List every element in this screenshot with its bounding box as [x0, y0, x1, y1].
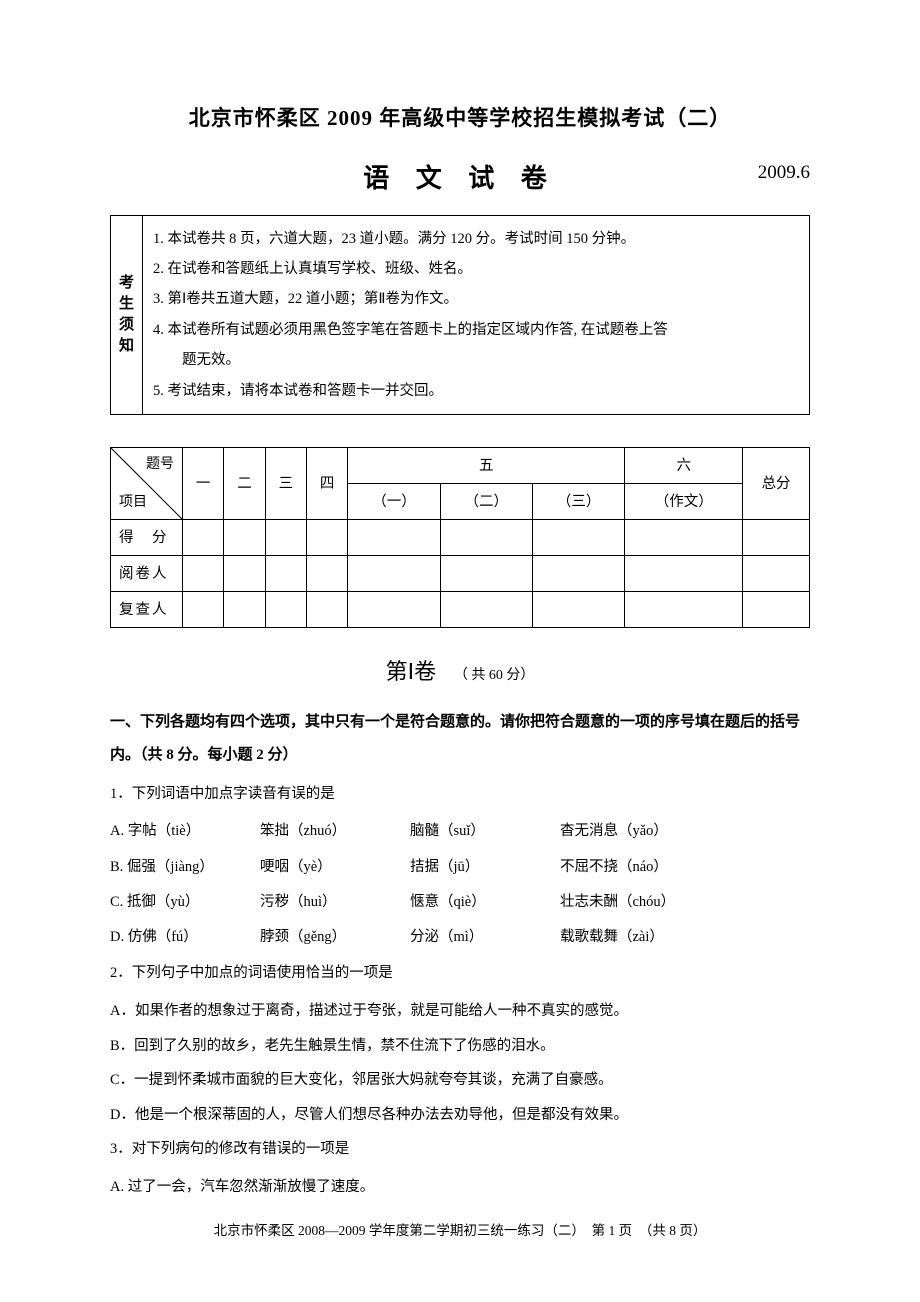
score-cell — [440, 556, 532, 592]
q2-stem: 2．下列句子中加点的词语使用恰当的一项是 — [110, 957, 810, 990]
q1-option-row: D. 仿佛（fú） 脖颈（gěng） 分泌（mì） 载歌载舞（zài） — [110, 921, 810, 954]
score-cell — [348, 520, 440, 556]
score-cell — [224, 592, 265, 628]
score-cell — [532, 556, 624, 592]
section-note: （ 共 60 分） — [454, 668, 535, 683]
q1-opt: 载歌载舞（zài） — [560, 921, 810, 954]
score-cell — [743, 592, 810, 628]
score-table: 题号 项目 一 二 三 四 五 六 总分 （一） （二） （三） （作文） 得 … — [110, 447, 810, 628]
q1-opt: C. 抵御（yù） — [110, 886, 260, 919]
score-cell — [265, 520, 306, 556]
score-cell — [306, 520, 347, 556]
row-label: 得 分 — [111, 520, 183, 556]
q1-opt: 脑髓（suǐ） — [410, 815, 560, 848]
q1-option-row: B. 倔强（jiàng） 哽咽（yè） 拮据（jū） 不屈不挠（náo） — [110, 851, 810, 884]
score-cell — [183, 556, 224, 592]
q1-opt: 壮志未酬（chóu） — [560, 886, 810, 919]
col-header: 二 — [224, 448, 265, 520]
diag-top-label: 题号 — [146, 452, 174, 477]
subtitle-row: 语 文 试 卷 2009.6 — [110, 156, 810, 203]
page-footer: 北京市怀柔区 2008—2009 学年度第二学期初三统一练习（二） 第 1 页 … — [110, 1219, 810, 1243]
row-label: 复查人 — [111, 592, 183, 628]
q1-option-row: C. 抵御（yù） 污秽（huì） 惬意（qiè） 壮志未酬（chóu） — [110, 886, 810, 919]
exam-date: 2009.6 — [758, 156, 810, 190]
score-cell — [265, 556, 306, 592]
q1-option-row: A. 字帖（tiè） 笨拙（zhuó） 脑髓（suǐ） 杳无消息（yǎo） — [110, 815, 810, 848]
q2-option: C．一提到怀柔城市面貌的巨大变化，邻居张大妈就夸夸其谈，充满了自豪感。 — [110, 1063, 810, 1098]
score-cell — [224, 520, 265, 556]
q1-opt: 脖颈（gěng） — [260, 921, 410, 954]
score-cell — [625, 592, 743, 628]
score-cell — [532, 520, 624, 556]
q1-opt: 污秽（huì） — [260, 886, 410, 919]
main-title: 北京市怀柔区 2009 年高级中等学校招生模拟考试（二） — [110, 100, 810, 138]
q1-opt: 惬意（qiè） — [410, 886, 560, 919]
col-sub-header: （二） — [440, 484, 532, 520]
q1-opt: A. 字帖（tiè） — [110, 815, 260, 848]
score-cell — [440, 520, 532, 556]
q1-opt: 拮据（jū） — [410, 851, 560, 884]
notice-label: 考生须知 — [111, 215, 143, 415]
notice-item: 2. 在试卷和答题纸上认真填写学校、班级、姓名。 — [153, 254, 799, 284]
q3-option: A. 过了一会，汽车忽然渐渐放慢了速度。 — [110, 1170, 810, 1205]
col-sub-header: （一） — [348, 484, 440, 520]
q1-opt: 哽咽（yè） — [260, 851, 410, 884]
q1-opt: 笨拙（zhuó） — [260, 815, 410, 848]
q2-option: D．他是一个根深蒂固的人，尽管人们想尽各种办法去劝导他，但是都没有效果。 — [110, 1098, 810, 1133]
diagonal-header: 题号 项目 — [111, 448, 183, 520]
section-title: 第Ⅰ卷 — [386, 659, 437, 684]
section-header: 第Ⅰ卷 （ 共 60 分） — [110, 652, 810, 692]
notice-item: 5. 考试结束，请将本试卷和答题卡一并交回。 — [153, 376, 799, 406]
q1-opt: D. 仿佛（fú） — [110, 921, 260, 954]
diag-bottom-label: 项目 — [119, 490, 147, 515]
col-header: 三 — [265, 448, 306, 520]
score-cell — [183, 592, 224, 628]
score-cell — [532, 592, 624, 628]
score-cell — [306, 592, 347, 628]
q1-opt: 杳无消息（yǎo） — [560, 815, 810, 848]
col-header-six: 六 — [625, 448, 743, 484]
notice-table: 考生须知 1. 本试卷共 8 页，六道大题，23 道小题。满分 120 分。考试… — [110, 215, 810, 416]
score-cell — [440, 592, 532, 628]
q2-option: A．如果作者的想象过于离奇，描述过于夸张，就是可能给人一种不真实的感觉。 — [110, 994, 810, 1029]
q2-option: B．回到了久别的故乡，老先生触景生情，禁不住流下了伤感的泪水。 — [110, 1029, 810, 1064]
col-header: 四 — [306, 448, 347, 520]
notice-item: 1. 本试卷共 8 页，六道大题，23 道小题。满分 120 分。考试时间 15… — [153, 224, 799, 254]
part1-instruction: 一、下列各题均有四个选项，其中只有一个是符合题意的。请你把符合题意的一项的序号填… — [110, 706, 810, 772]
score-cell — [743, 556, 810, 592]
score-cell — [743, 520, 810, 556]
col-header-five: 五 — [348, 448, 625, 484]
score-cell — [183, 520, 224, 556]
score-cell — [625, 520, 743, 556]
notice-content: 1. 本试卷共 8 页，六道大题，23 道小题。满分 120 分。考试时间 15… — [143, 215, 810, 415]
score-cell — [625, 556, 743, 592]
q1-opt: B. 倔强（jiàng） — [110, 851, 260, 884]
score-cell — [224, 556, 265, 592]
row-label: 阅卷人 — [111, 556, 183, 592]
notice-item: 3. 第Ⅰ卷共五道大题，22 道小题；第Ⅱ卷为作文。 — [153, 284, 799, 314]
col-header: 一 — [183, 448, 224, 520]
score-cell — [348, 592, 440, 628]
score-cell — [306, 556, 347, 592]
col-sub-header: （作文） — [625, 484, 743, 520]
col-header-total: 总分 — [743, 448, 810, 520]
notice-item: 4. 本试卷所有试题必须用黑色签字笔在答题卡上的指定区域内作答, 在试题卷上答题… — [153, 315, 799, 376]
q1-stem: 1．下列词语中加点字读音有误的是 — [110, 778, 810, 811]
q3-stem: 3．对下列病句的修改有错误的一项是 — [110, 1133, 810, 1166]
q1-opt: 不屈不挠（náo） — [560, 851, 810, 884]
q1-opt: 分泌（mì） — [410, 921, 560, 954]
col-sub-header: （三） — [532, 484, 624, 520]
sub-title: 语 文 试 卷 — [363, 156, 557, 203]
score-cell — [348, 556, 440, 592]
score-cell — [265, 592, 306, 628]
